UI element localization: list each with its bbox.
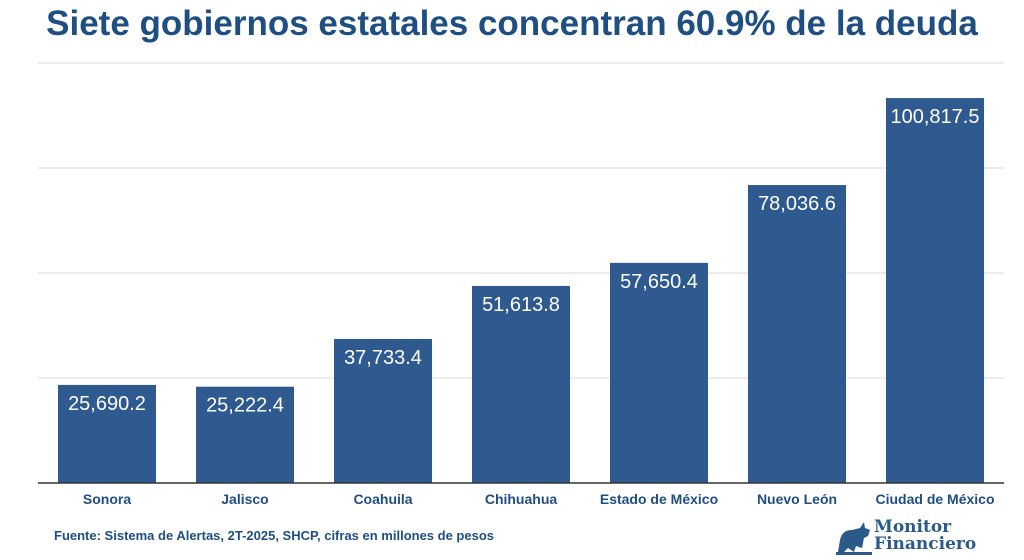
bar-4 xyxy=(610,262,708,483)
bar-5 xyxy=(748,185,846,484)
bar-1 xyxy=(196,386,294,483)
bar-6 xyxy=(886,98,984,483)
category-label: Nuevo León xyxy=(757,491,837,507)
bar-0 xyxy=(58,384,156,483)
category-label: Ciudad de México xyxy=(875,491,994,507)
bull-icon xyxy=(836,522,872,555)
data-label: 57,650.4 xyxy=(620,271,698,293)
category-label: Sonora xyxy=(83,491,131,507)
monitor-financiero-logo: Monitor Financiero xyxy=(834,516,1009,556)
data-label: 37,733.4 xyxy=(344,347,422,369)
category-label: Jalisco xyxy=(221,491,268,507)
logo-line2: Financiero xyxy=(874,534,977,554)
category-label: Coahuila xyxy=(353,491,412,507)
category-label: Estado de México xyxy=(600,491,718,507)
logo-line1: Monitor xyxy=(874,517,952,537)
data-label: 51,613.8 xyxy=(482,294,560,316)
data-label: 100,817.5 xyxy=(891,106,980,128)
data-label: 25,222.4 xyxy=(206,395,284,417)
bar-chart: 25,690.2 Sonora 25,222.4 Jalisco 37,733.4 Coa… xyxy=(38,62,1004,507)
category-label: Chihuahua xyxy=(485,491,558,507)
data-label: 25,690.2 xyxy=(68,393,146,415)
bar-3 xyxy=(472,285,570,483)
data-label: 78,036.6 xyxy=(758,193,836,215)
chart-title: Siete gobiernos estatales concentran 60.… xyxy=(46,4,978,43)
source-note: Fuente: Sistema de Alertas, 2T-2025, SHC… xyxy=(54,528,495,543)
bar-2 xyxy=(334,338,432,483)
